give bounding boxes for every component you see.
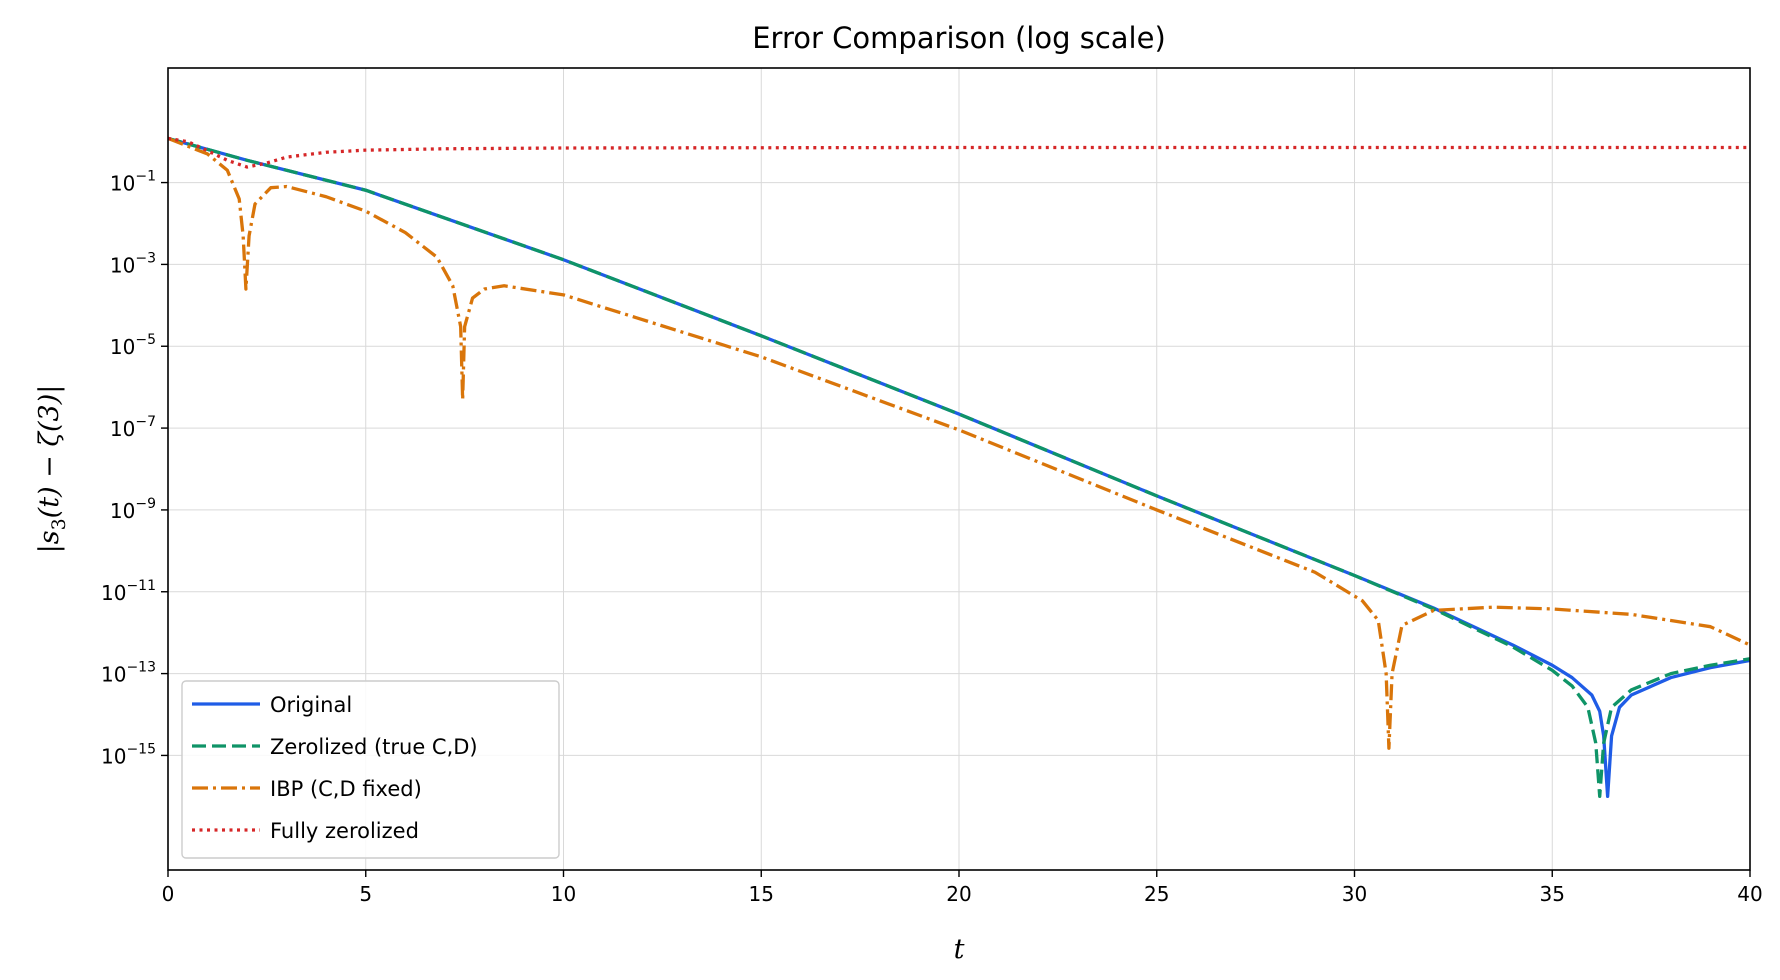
y-axis-label-part: |s <box>34 530 65 553</box>
y-axis-label-part: (t) − ζ(3)| <box>34 385 65 519</box>
legend-label: Original <box>270 693 352 717</box>
series-line <box>168 136 1750 750</box>
x-tick-label: 20 <box>946 882 971 906</box>
series-line <box>168 136 1750 169</box>
y-tick-label: 10−7 <box>110 414 156 441</box>
x-tick-label: 35 <box>1540 882 1565 906</box>
y-axis-label: |s3(t) − ζ(3)| <box>34 385 70 554</box>
x-tick-label: 5 <box>359 882 372 906</box>
legend-label: Fully zerolized <box>270 819 419 843</box>
legend-label: IBP (C,D fixed) <box>270 777 422 801</box>
y-tick-label: 10−3 <box>110 250 156 277</box>
series-lines <box>168 136 1750 798</box>
series-line <box>168 136 1750 798</box>
y-axis-ticks: 10−1 10−3 10−5 10−7 10−9 10−11 10−13 10−15 <box>101 169 168 768</box>
y-tick-label: 10−11 <box>101 578 156 605</box>
x-tick-label: 25 <box>1144 882 1169 906</box>
y-tick-label: 10−5 <box>110 332 156 359</box>
y-tick-label: 10−13 <box>101 660 156 687</box>
x-tick-label: 40 <box>1737 882 1762 906</box>
y-tick-label: 10−9 <box>110 496 156 523</box>
x-tick-label: 0 <box>162 882 175 906</box>
x-axis-label: t <box>954 934 965 965</box>
legend-box <box>181 680 560 859</box>
legend: Original Zerolized (true C,D) IBP (C,D fix… <box>181 680 560 859</box>
y-tick-label: 10−1 <box>110 169 156 196</box>
y-axis-label-subscript: 3 <box>48 518 70 530</box>
y-tick-label: 10−15 <box>101 741 156 768</box>
series-line <box>168 136 1750 798</box>
x-tick-label: 30 <box>1342 882 1367 906</box>
x-axis-ticks: 0 5 10 15 20 25 30 35 40 <box>162 870 1763 906</box>
x-tick-label: 15 <box>749 882 774 906</box>
legend-label: Zerolized (true C,D) <box>270 735 478 759</box>
x-tick-label: 10 <box>551 882 576 906</box>
chart-title: Error Comparison (log scale) <box>752 21 1166 55</box>
